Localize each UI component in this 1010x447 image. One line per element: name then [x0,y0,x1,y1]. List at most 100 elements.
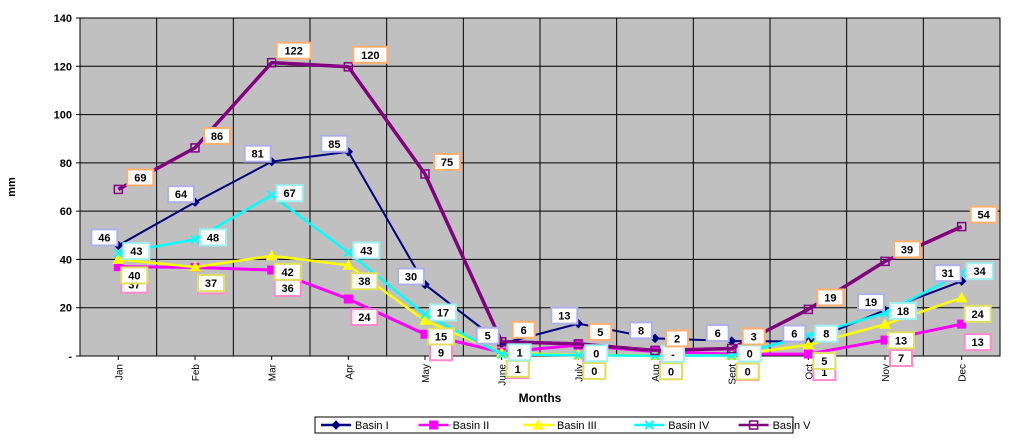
x-tick-label: Feb [191,364,202,382]
data-label: 31 [942,268,954,280]
data-point [573,339,584,349]
data-label-box: 34 [965,262,994,281]
data-label-bg [122,242,151,261]
data-label: 0 [593,348,599,360]
x-tick-label: June [498,364,509,386]
data-point [880,256,890,267]
data-label-bg [737,344,762,363]
legend-item: Basin III [523,418,597,432]
data-label-box: 0 [584,344,609,363]
data-label-box: 0 [737,344,762,363]
data-label-bg [199,228,227,247]
data-label-box: 17 [429,303,457,322]
data-label: 19 [865,297,877,309]
y-tick-label: 120 [54,61,72,73]
data-label: 6 [715,328,721,340]
data-label-bg [511,320,536,339]
data-label: 36 [282,283,294,295]
data-label: 1 [517,347,523,359]
x-tick-label: Sept [728,364,739,385]
data-label-box: 6 [782,324,807,343]
data-label-bg [887,331,915,350]
data-label: 6 [791,329,797,341]
x-tick-label: Oct [804,364,815,380]
data-label: 0 [668,366,674,378]
y-tick-label: 140 [54,13,72,25]
data-label-box: 30 [397,267,425,286]
data-label-bg [735,362,760,381]
data-label-bg [275,41,312,60]
y-axis: - 20 40 60 80 100 120 140 [54,13,80,363]
data-label-bg [429,303,457,322]
data-label-bg [90,228,119,247]
y-tick-label: - [68,351,72,363]
data-label-bg [397,267,425,286]
data-point [113,184,124,195]
data-label-box: 3 [741,327,766,346]
data-label-box: 64 [167,185,195,204]
data-label: 46 [98,232,110,244]
data-label-box: 5 [588,322,613,341]
data-label-box: 2 [665,329,689,348]
data-label: 6 [521,325,527,337]
legend-item: Basin V [738,420,811,432]
data-label-bg [665,329,689,348]
data-label-bg [350,308,379,327]
data-point [266,190,277,200]
data-label-box: 5 [475,326,500,345]
data-label-box: - [661,344,685,363]
data-label-bg [120,266,149,285]
data-label-box: 18 [889,302,917,321]
x-tick-label: May [421,364,432,383]
data-label: 19 [824,292,836,304]
data-point [644,420,654,430]
data-point [748,420,759,430]
data-label: 40 [128,270,140,282]
data-label-bg [814,324,839,343]
data-label: 1 [515,364,521,376]
data-point [803,349,813,359]
data-label-bg [197,274,225,293]
data-label: 9 [438,347,444,359]
data-label: 3 [751,332,757,344]
data-label-bg [933,264,962,283]
data-point [343,62,354,72]
data-point [420,309,430,320]
data-point [532,418,544,430]
data-label-box: 6 [705,324,730,343]
legend-item: Basin II [418,420,490,432]
legend-label: Basin IV [668,420,710,432]
data-point [650,351,660,361]
data-label-box: 54 [969,205,998,224]
data-label-box: 0 [582,362,607,381]
data-point [496,349,507,360]
data-label-box: 7 [889,349,913,368]
data-label: 0 [591,366,597,378]
data-label-bg [857,293,885,312]
data-label-bg [243,144,272,163]
data-label: 34 [974,266,987,278]
data-label: 13 [895,335,907,347]
data-point [189,261,201,272]
data-label-box: 13 [550,306,579,325]
data-label-box: 1 [507,343,532,362]
data-label: 5 [485,331,491,343]
legend-label: Basin I [355,420,389,432]
data-point [331,420,341,430]
legend-item: Basin I [321,420,389,432]
x-tick-label: Dec [958,364,969,382]
data-label-box: 0 [659,362,683,381]
x-axis-title: Months [519,391,562,405]
data-label-box: 13 [963,333,992,352]
data-label-box: 19 [857,293,885,312]
data-label-bg [963,333,992,352]
data-point [420,169,430,179]
data-label: 0 [747,349,753,361]
data-label: 1 [821,367,827,379]
data-label-box: 38 [350,272,379,291]
data-label-box: 24 [963,304,992,323]
x-tick-label: Aug [651,364,662,382]
legend-label: Basin II [453,420,490,432]
data-label: 2 [674,333,680,345]
